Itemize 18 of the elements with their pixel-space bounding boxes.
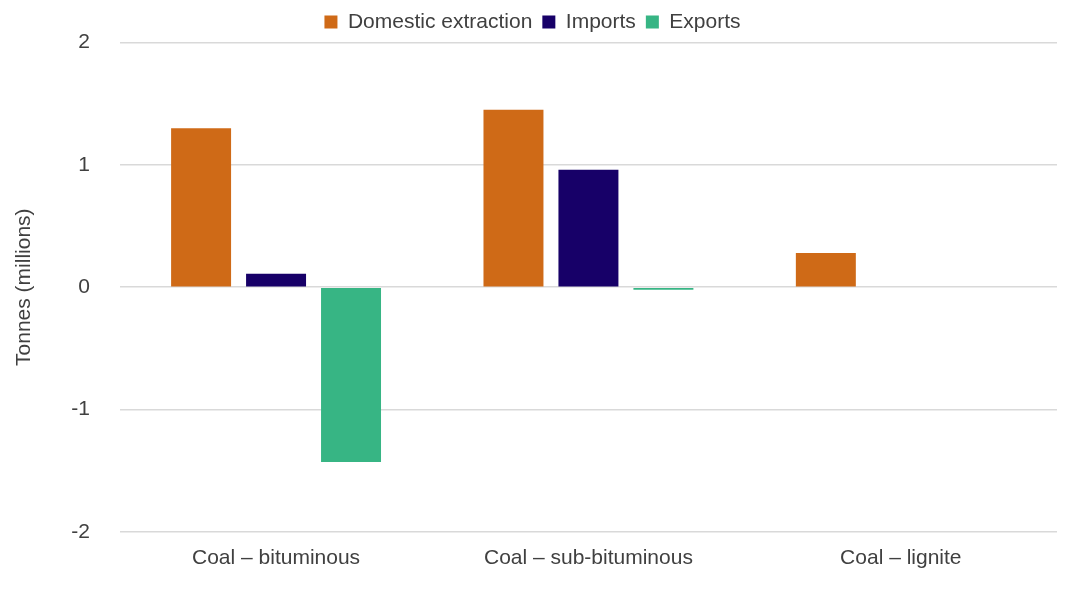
bar [483, 109, 544, 287]
bar [321, 287, 382, 463]
y-tick-label: 2 [78, 29, 90, 53]
y-axis-title: Tonnes (millions) [11, 208, 35, 366]
legend-label: Exports [669, 8, 741, 32]
bar [171, 128, 232, 287]
legend-label: Imports [565, 8, 636, 32]
legend-label: Domestic extraction [347, 8, 533, 32]
x-tick-label: Coal – lignite [840, 545, 962, 569]
y-tick-label: -1 [71, 396, 90, 420]
x-tick-label: Coal – bituminous [192, 545, 361, 569]
y-tick-label: 1 [78, 151, 90, 175]
bar [246, 273, 307, 287]
y-tick-label: 0 [78, 274, 90, 297]
y-tick-label: -2 [71, 518, 90, 542]
bar [795, 252, 856, 287]
bar [558, 169, 619, 287]
x-tick-label: Coal – sub-bituminous [483, 545, 693, 569]
